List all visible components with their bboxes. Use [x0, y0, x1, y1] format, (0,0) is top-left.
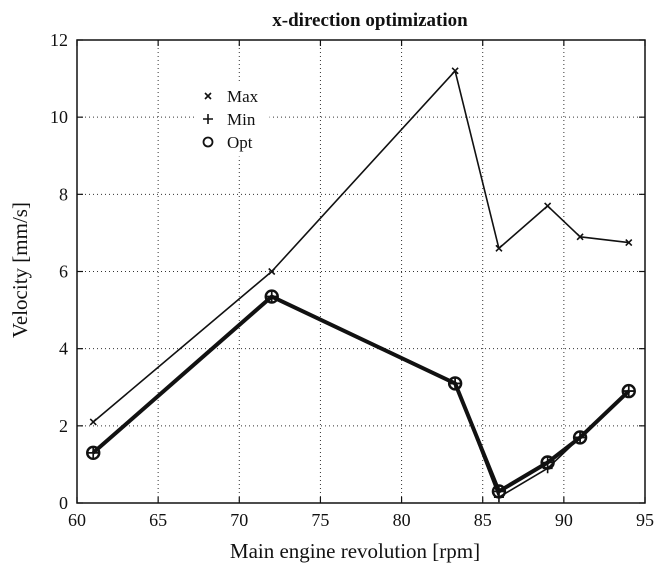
- data-point: [268, 267, 276, 276]
- x-tick-label: 80: [393, 510, 411, 530]
- data-point: [621, 383, 636, 399]
- marker-x: [451, 67, 459, 75]
- x-axis-label: Main engine revolution [rpm]: [230, 539, 480, 563]
- y-tick-label: 0: [59, 493, 68, 513]
- marker-plus: [203, 114, 213, 124]
- series-opt: [86, 289, 636, 499]
- marker-circle: [491, 484, 507, 499]
- x-tick-label: 85: [474, 510, 492, 530]
- data-point: [572, 430, 588, 445]
- marker-plus: [266, 291, 277, 302]
- series-area: [86, 67, 636, 503]
- data-point: [89, 418, 97, 426]
- legend: Max Min Opt: [194, 81, 270, 157]
- legend-label: Max: [227, 87, 259, 106]
- legend-label: Min: [227, 110, 256, 129]
- data-point: [544, 202, 552, 210]
- x-tick-label: 95: [636, 510, 654, 530]
- marker-circle: [572, 430, 588, 445]
- series-max: [89, 67, 633, 426]
- marker-circle: [264, 289, 279, 304]
- marker-x: [204, 92, 212, 100]
- data-point: [625, 238, 633, 247]
- marker-circle: [621, 383, 636, 399]
- chart-title: x-direction optimization: [272, 10, 468, 31]
- data-point: [576, 233, 584, 241]
- x-tick-label: 70: [230, 510, 248, 530]
- marker-x: [625, 238, 633, 247]
- marker-plus: [450, 378, 461, 389]
- marker-circle: [86, 445, 101, 461]
- y-tick-label: 6: [59, 262, 68, 282]
- marker-circle: [540, 455, 555, 470]
- marker-plus: [623, 386, 634, 397]
- legend-label: Opt: [227, 133, 253, 152]
- legend-item-max: Max: [204, 87, 259, 106]
- y-tick-label: 2: [59, 416, 68, 436]
- data-point: [491, 484, 507, 499]
- marker-x: [576, 233, 584, 241]
- y-tick-label: 12: [50, 30, 68, 50]
- marker-plus: [542, 457, 553, 468]
- x-tick-label: 65: [149, 510, 167, 530]
- marker-plus: [575, 432, 586, 443]
- y-tick-label: 10: [50, 107, 68, 127]
- grid: [77, 40, 645, 503]
- data-point: [495, 244, 503, 252]
- y-axis-label: Velocity [mm/s]: [8, 202, 32, 338]
- x-tick-label: 60: [68, 510, 86, 530]
- data-point: [540, 455, 555, 470]
- legend-item-opt: Opt: [202, 133, 253, 152]
- marker-circle: [202, 136, 214, 148]
- marker-x: [268, 267, 276, 276]
- x-tick-label: 90: [555, 510, 573, 530]
- y-tick-label: 4: [59, 339, 68, 359]
- marker-circle: [447, 376, 463, 391]
- axes: 60 65 70 75 80 85 90 95 0 2 4 6 8 10 12: [50, 30, 654, 530]
- legend-item-min: Min: [203, 110, 256, 129]
- data-point: [86, 445, 101, 461]
- data-point: [447, 376, 463, 391]
- y-tick-label: 8: [59, 184, 68, 204]
- marker-x: [495, 244, 503, 252]
- marker-x: [89, 418, 97, 426]
- data-point: [451, 67, 459, 75]
- marker-x: [544, 202, 552, 210]
- x-tick-label: 75: [311, 510, 329, 530]
- marker-plus: [88, 447, 99, 458]
- marker-plus: [493, 486, 504, 497]
- data-point: [264, 289, 279, 304]
